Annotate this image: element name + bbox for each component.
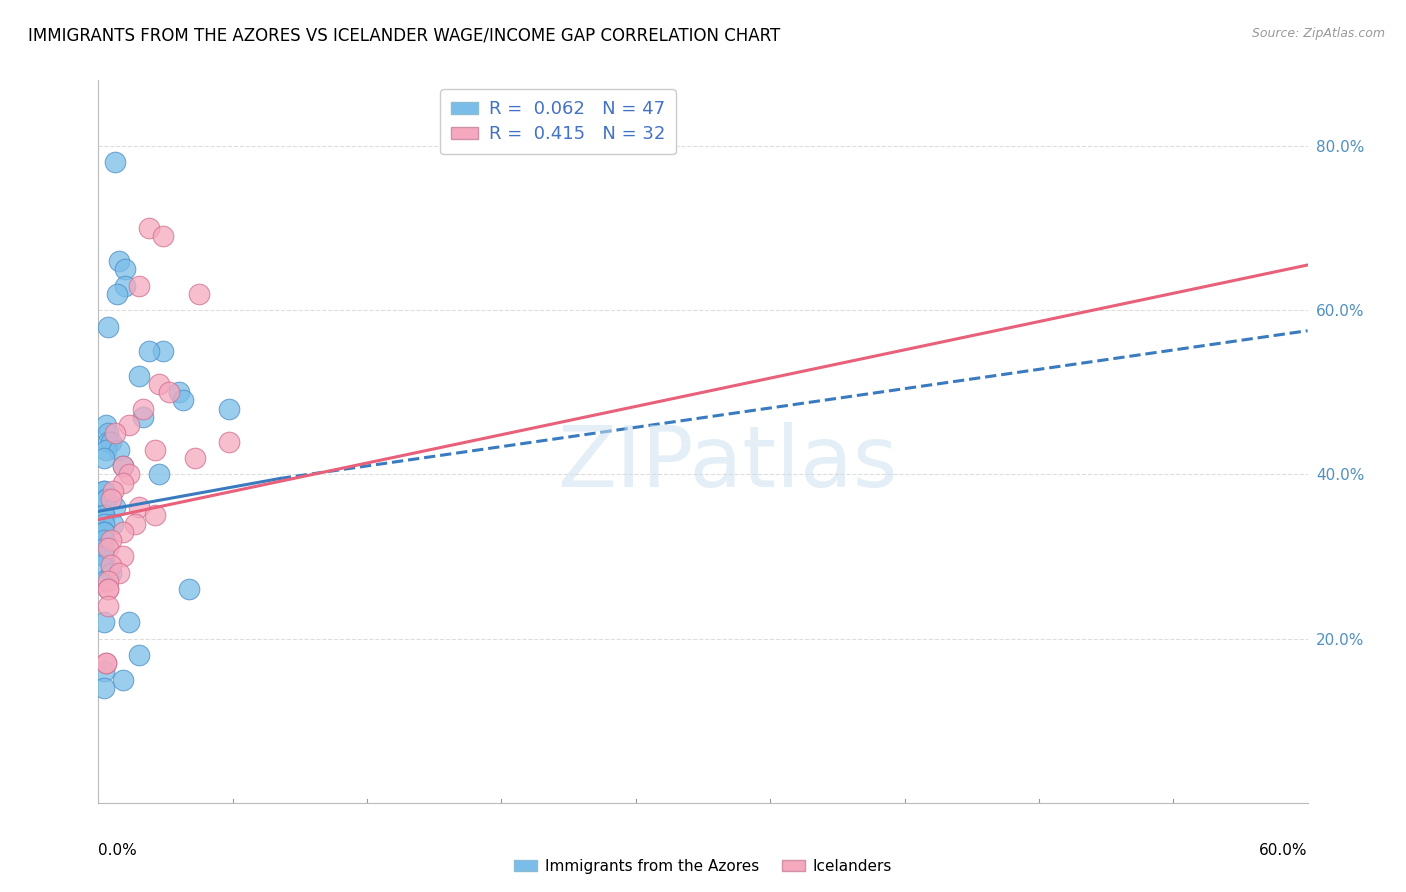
Point [100,434,122,449]
Point [93,541,115,556]
Point [157,385,180,400]
Point [152,229,174,244]
Point [111,459,134,474]
Point [100,491,122,506]
Point [93,524,115,539]
Point [97,582,120,597]
Point [97,582,120,597]
Point [218,434,240,449]
Point [143,508,166,523]
Point [96,657,118,671]
Point [138,344,160,359]
Point [97,541,120,556]
Text: Source: ZipAtlas.com: Source: ZipAtlas.com [1251,27,1385,40]
Text: 60.0%: 60.0% [1260,843,1308,857]
Point [114,278,136,293]
Point [100,533,122,547]
Text: ZIPatlas: ZIPatlas [557,422,897,505]
Point [100,558,122,572]
Legend: R =  0.062   N = 47, R =  0.415   N = 32: R = 0.062 N = 47, R = 0.415 N = 32 [440,89,676,154]
Point [132,401,155,416]
Point [103,500,125,515]
Point [93,574,115,588]
Point [97,426,120,441]
Point [128,648,150,662]
Point [93,524,115,539]
Point [101,483,124,498]
Point [107,566,129,580]
Point [148,377,170,392]
Point [93,533,115,547]
Point [218,401,240,416]
Point [103,426,125,441]
Point [152,344,174,359]
Point [184,450,207,465]
Point [111,673,134,687]
Point [143,442,166,457]
Point [93,665,115,679]
Point [118,418,141,433]
Point [91,558,114,572]
Point [96,491,118,506]
Point [107,253,129,268]
Point [97,574,120,588]
Point [93,450,115,465]
Point [97,599,120,613]
Point [96,491,118,506]
Point [111,475,134,490]
Point [93,549,115,564]
Point [128,368,150,383]
Point [118,615,141,630]
Legend: Immigrants from the Azores, Icelanders: Immigrants from the Azores, Icelanders [508,853,898,880]
Point [138,221,160,235]
Point [188,286,211,301]
Point [124,516,146,531]
Point [114,262,136,277]
Point [148,467,170,482]
Point [105,286,128,301]
Point [167,385,190,400]
Point [93,483,115,498]
Text: IMMIGRANTS FROM THE AZORES VS ICELANDER WAGE/INCOME GAP CORRELATION CHART: IMMIGRANTS FROM THE AZORES VS ICELANDER … [28,27,780,45]
Point [111,459,134,474]
Point [96,418,118,433]
Point [111,524,134,539]
Point [93,508,115,523]
Point [96,442,118,457]
Point [100,566,122,580]
Point [97,319,120,334]
Point [93,681,115,695]
Point [93,483,115,498]
Point [118,467,141,482]
Text: 0.0%: 0.0% [98,843,138,857]
Point [101,516,124,531]
Point [107,442,129,457]
Point [97,434,120,449]
Point [93,516,115,531]
Point [93,508,115,523]
Point [93,549,115,564]
Point [111,549,134,564]
Point [96,657,118,671]
Point [93,615,115,630]
Point [128,500,150,515]
Point [132,409,155,424]
Point [172,393,194,408]
Point [128,278,150,293]
Point [179,582,201,597]
Point [103,155,125,169]
